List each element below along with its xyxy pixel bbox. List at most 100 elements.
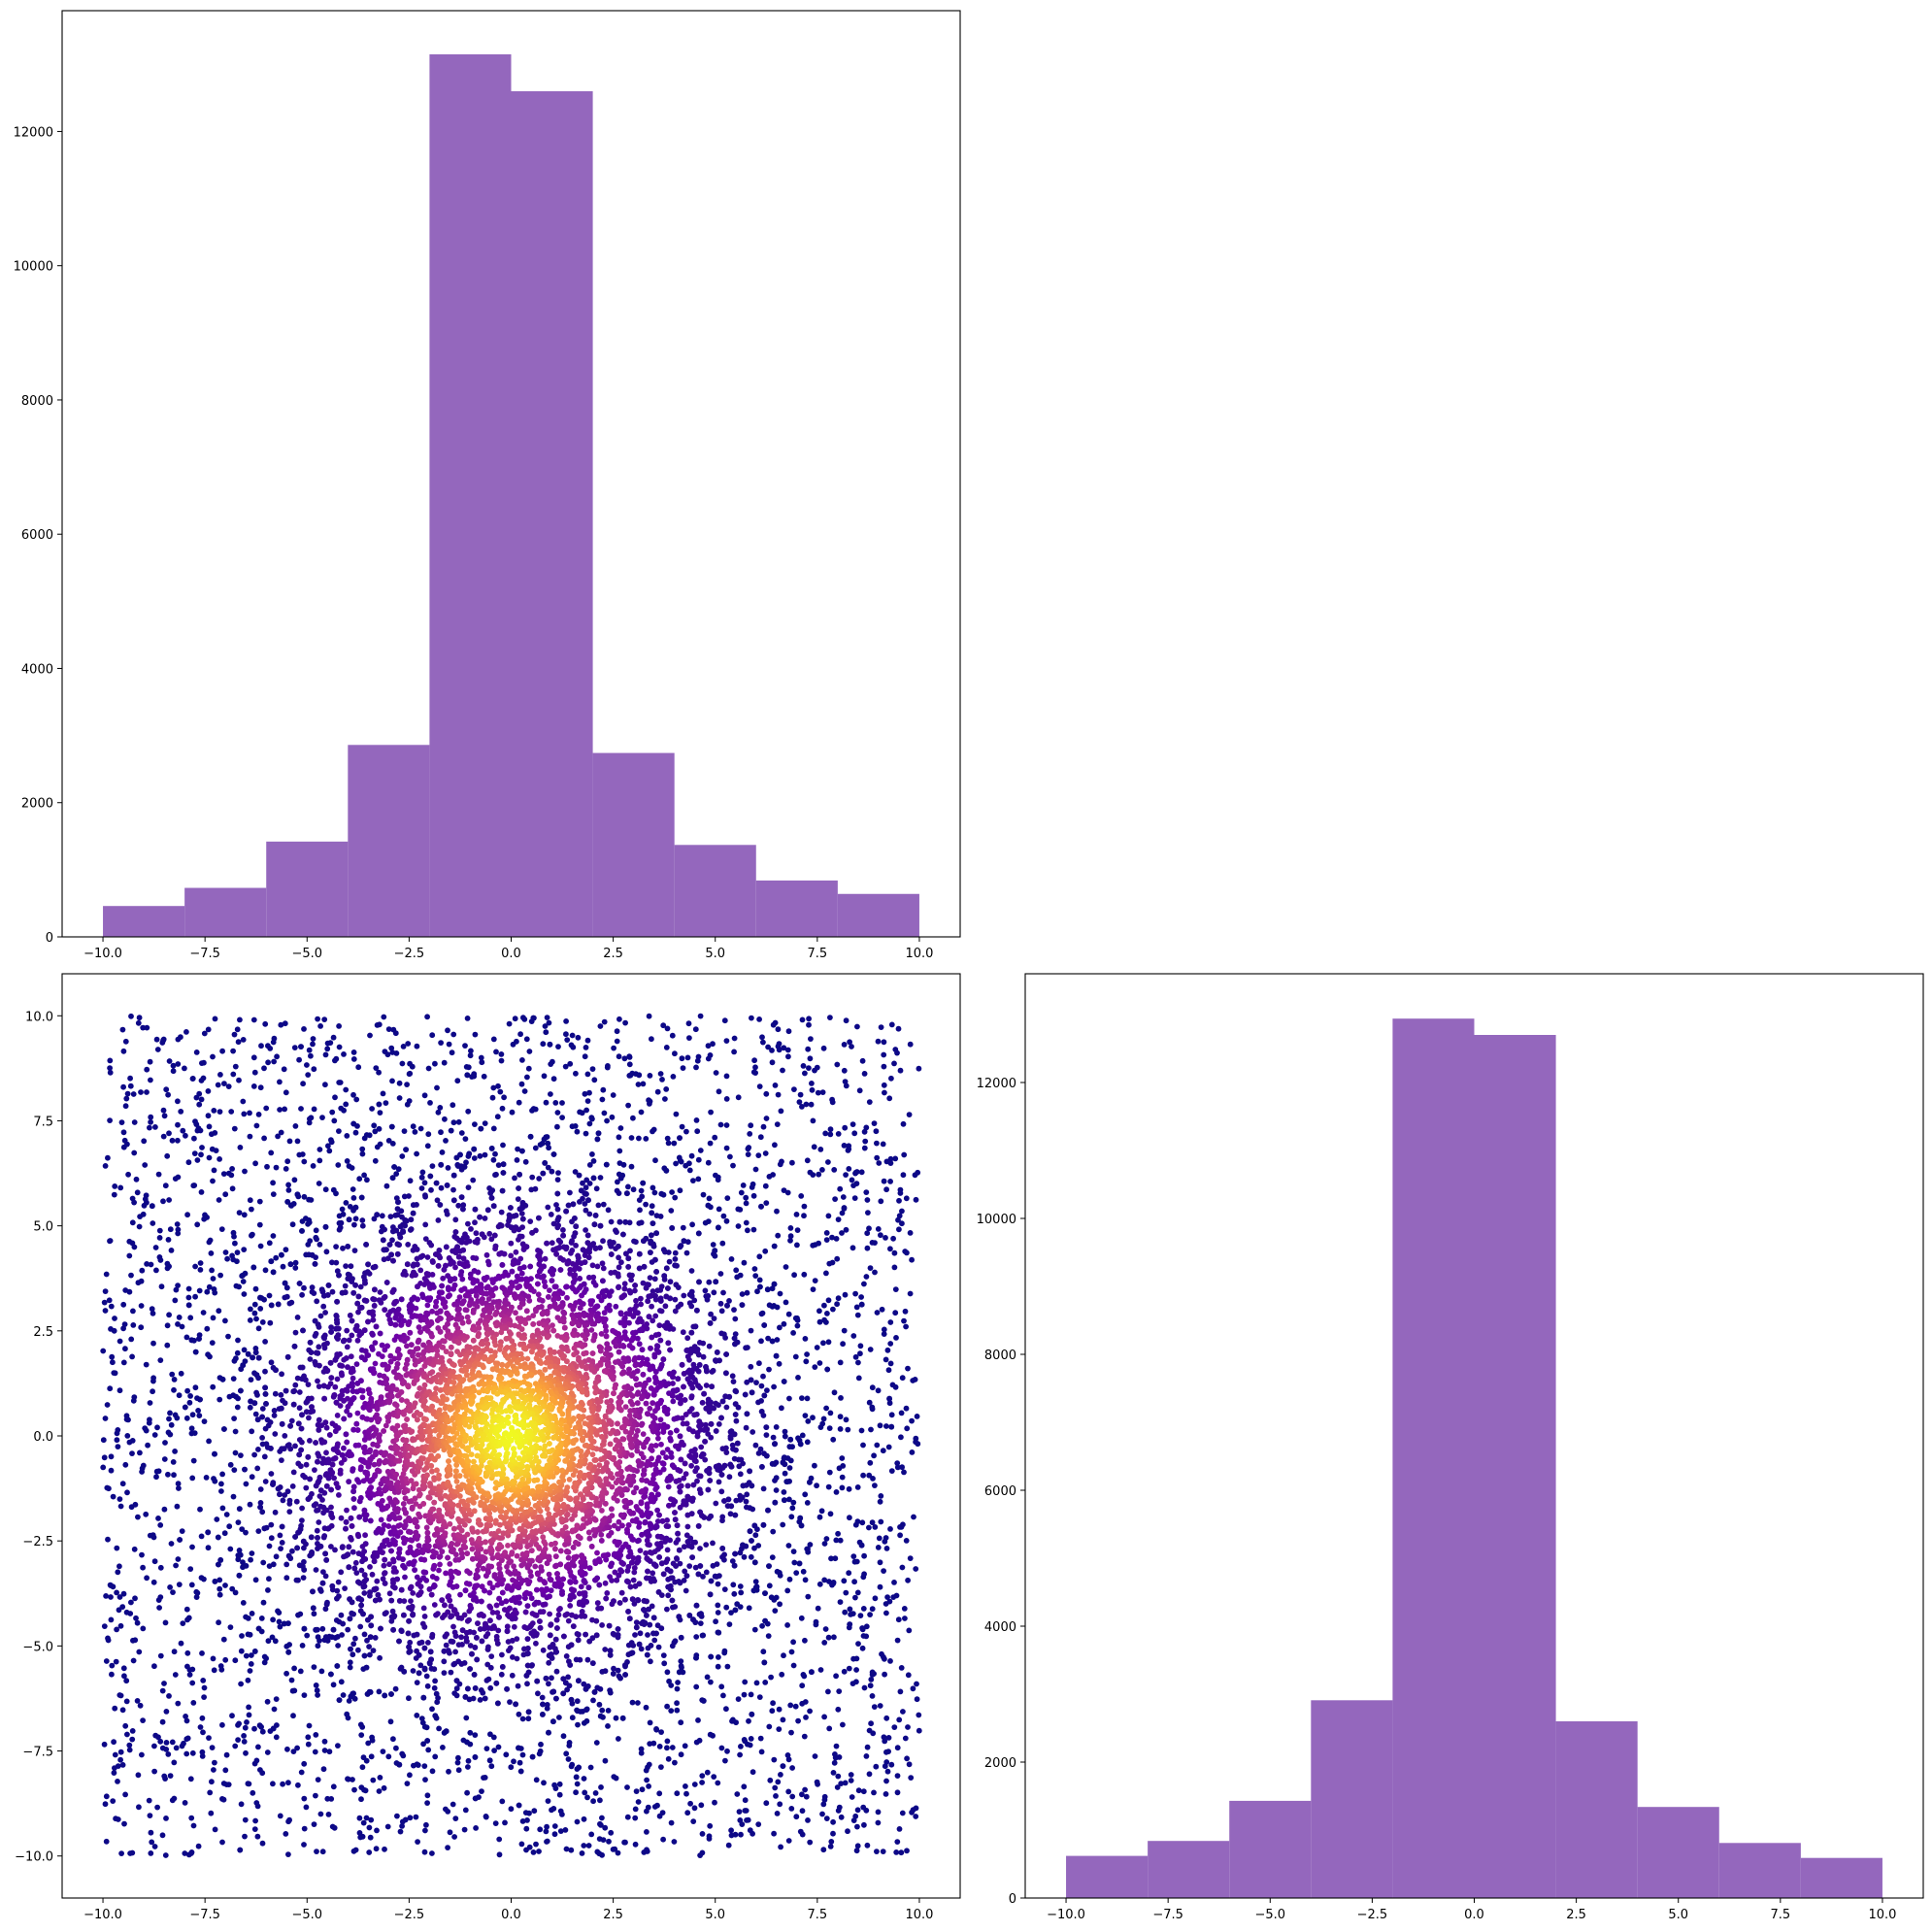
scatter-point bbox=[217, 1396, 223, 1403]
scatter-point bbox=[747, 1528, 753, 1535]
scatter-point bbox=[513, 1701, 518, 1708]
scatter-point bbox=[128, 1272, 134, 1279]
scatter-point bbox=[222, 1249, 229, 1255]
scatter-point bbox=[772, 1608, 779, 1614]
scatter-point bbox=[112, 1751, 118, 1758]
scatter-point bbox=[310, 1588, 316, 1595]
scatter-point bbox=[308, 1534, 315, 1541]
scatter-point bbox=[221, 1081, 227, 1086]
scatter-point bbox=[752, 1442, 759, 1449]
scatter-point bbox=[361, 1590, 368, 1596]
scatter-point bbox=[122, 1103, 129, 1110]
scatter-point bbox=[238, 1681, 245, 1687]
scatter-point bbox=[661, 1322, 668, 1329]
scatter-point bbox=[240, 1098, 247, 1105]
scatter-point bbox=[650, 1630, 656, 1637]
scatter-point bbox=[170, 1062, 177, 1069]
scatter-point bbox=[235, 1737, 242, 1743]
scatter-point bbox=[877, 1583, 883, 1590]
scatter-point bbox=[644, 1847, 650, 1853]
scatter-point bbox=[761, 1322, 768, 1328]
scatter-point bbox=[265, 1587, 271, 1593]
scatter-point bbox=[381, 1784, 387, 1791]
scatter-point bbox=[129, 1736, 136, 1743]
scatter-point bbox=[374, 1144, 381, 1150]
scatter-point bbox=[657, 1308, 663, 1314]
scatter-point bbox=[154, 1424, 160, 1431]
scatter-point bbox=[586, 1120, 593, 1127]
scatter-point bbox=[823, 1230, 830, 1236]
scatter-point bbox=[481, 1073, 487, 1080]
scatter-point bbox=[813, 1618, 819, 1625]
scatter-point bbox=[173, 1562, 180, 1569]
scatter-point bbox=[377, 1654, 383, 1661]
scatter-point bbox=[172, 1449, 179, 1454]
scatter-point bbox=[434, 1699, 441, 1706]
scatter-point bbox=[303, 1804, 310, 1811]
scatter-point bbox=[599, 1622, 605, 1628]
scatter-point bbox=[263, 1105, 270, 1112]
scatter-point bbox=[635, 1082, 642, 1087]
scatter-point bbox=[590, 1697, 596, 1704]
scatter-point bbox=[573, 1070, 579, 1077]
scatter-point bbox=[540, 1647, 547, 1653]
scatter-point bbox=[484, 1661, 491, 1668]
scatter-point bbox=[669, 1189, 675, 1195]
scatter-point bbox=[858, 1169, 865, 1176]
scatter-point bbox=[338, 1569, 345, 1576]
scatter-point bbox=[763, 1424, 770, 1430]
scatter-point bbox=[789, 1159, 795, 1166]
scatter-point bbox=[700, 1191, 707, 1198]
scatter-point bbox=[769, 1285, 776, 1292]
scatter-point bbox=[674, 1685, 681, 1692]
scatter-point bbox=[647, 1073, 653, 1079]
scatter-point bbox=[780, 1067, 785, 1074]
scatter-point bbox=[566, 1740, 573, 1746]
scatter-point bbox=[878, 1198, 884, 1205]
scatter-point bbox=[238, 1387, 244, 1394]
scatter-point bbox=[816, 1581, 823, 1587]
scatter-point bbox=[624, 1814, 631, 1820]
scatter-point bbox=[784, 1047, 791, 1053]
scatter-point bbox=[102, 1163, 109, 1169]
scatter-point bbox=[108, 1467, 115, 1474]
scatter-point bbox=[229, 1585, 236, 1592]
scatter-point bbox=[205, 1545, 212, 1551]
scatter-point bbox=[443, 1138, 449, 1144]
scatter-point bbox=[850, 1655, 856, 1662]
scatter-point bbox=[285, 1187, 292, 1193]
scatter-point bbox=[713, 1428, 719, 1434]
scatter-point bbox=[237, 1016, 243, 1023]
scatter-point bbox=[528, 1186, 535, 1193]
scatter-point bbox=[794, 1322, 801, 1329]
scatter-point bbox=[328, 1504, 334, 1511]
scatter-point bbox=[493, 1049, 499, 1055]
scatter-point bbox=[189, 1544, 195, 1550]
scatter-point bbox=[800, 1568, 807, 1575]
scatter-point bbox=[836, 1465, 843, 1472]
scatter-point bbox=[464, 1072, 471, 1079]
scatter-point bbox=[561, 1633, 567, 1640]
scatter-point bbox=[452, 1216, 459, 1223]
scatter-point bbox=[382, 1226, 387, 1233]
scatter-point bbox=[151, 1432, 158, 1438]
scatter-point bbox=[907, 1041, 914, 1048]
scatter-point bbox=[890, 1235, 896, 1242]
scatter-point bbox=[510, 1041, 516, 1048]
scatter-point bbox=[788, 1729, 794, 1736]
scatter-point bbox=[556, 1715, 562, 1720]
scatter-point bbox=[741, 1259, 748, 1266]
scatter-point bbox=[799, 1791, 805, 1798]
scatter-point bbox=[914, 1696, 920, 1703]
scatter-point bbox=[514, 1655, 520, 1662]
scatter-point bbox=[277, 1107, 283, 1113]
scatter-point bbox=[218, 1488, 224, 1494]
scatter-point bbox=[366, 1271, 373, 1277]
scatter-point bbox=[301, 1158, 308, 1165]
scatter-point bbox=[453, 1154, 460, 1161]
scatter-point bbox=[289, 1548, 295, 1554]
scatter-point bbox=[120, 1129, 127, 1136]
scatter-point bbox=[597, 1175, 604, 1181]
x-tick-label: −5.0 bbox=[291, 947, 322, 961]
scatter-point bbox=[450, 1186, 456, 1193]
